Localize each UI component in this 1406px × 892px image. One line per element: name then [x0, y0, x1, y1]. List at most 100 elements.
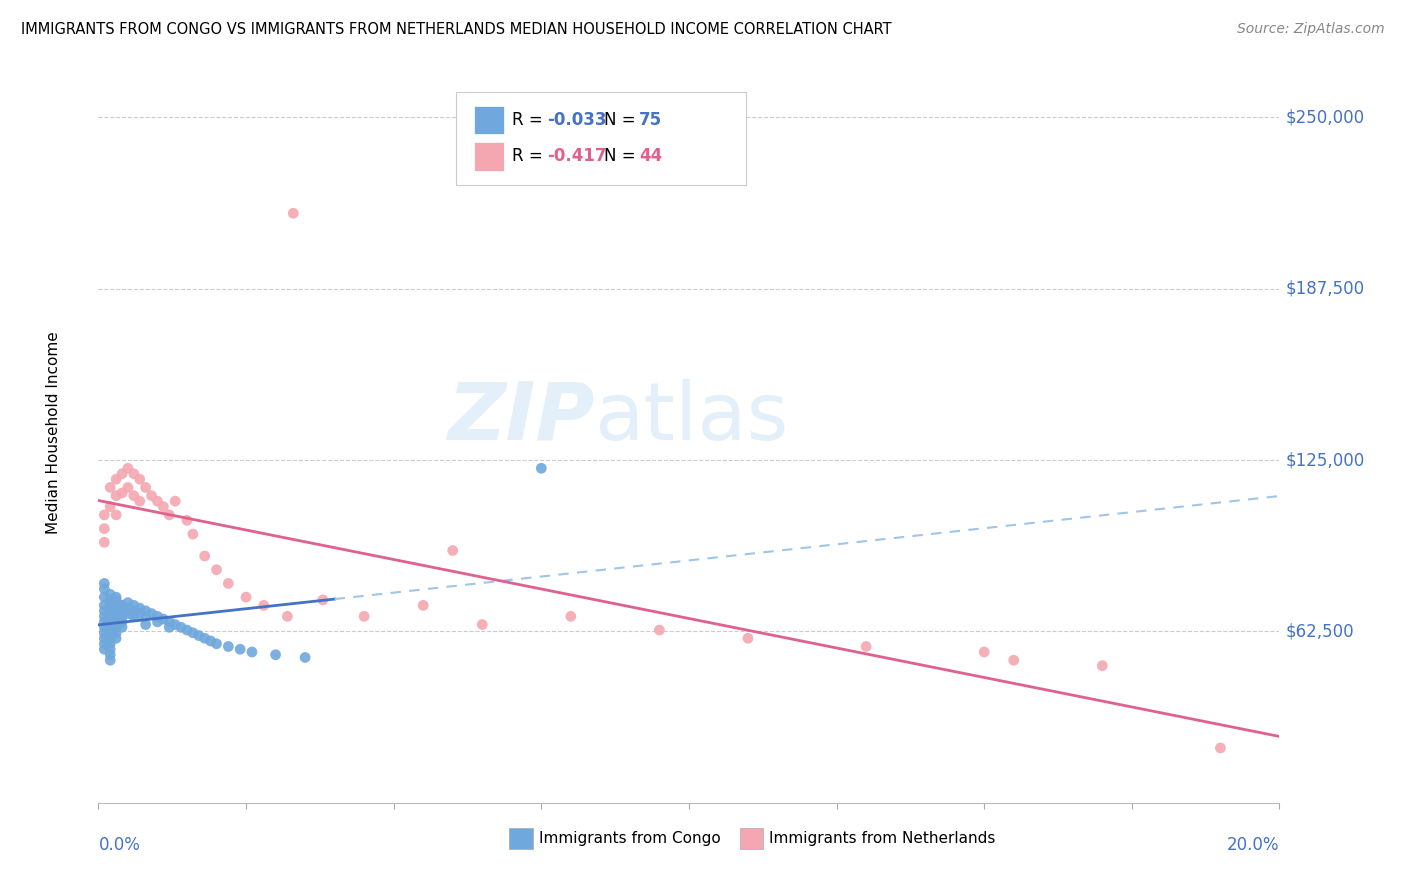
Point: [98, 604, 121, 618]
Point: [187, 628, 209, 642]
Point: [205, 563, 228, 577]
Point: [93, 609, 115, 624]
Point: [93, 625, 115, 640]
Point: [93, 582, 115, 596]
Point: [111, 620, 134, 634]
Text: $125,000: $125,000: [1285, 451, 1365, 469]
Point: [276, 609, 298, 624]
Point: [111, 599, 134, 613]
Point: [648, 623, 671, 637]
Point: [98, 615, 121, 629]
Point: [111, 467, 134, 481]
Point: [105, 599, 128, 613]
Point: [240, 645, 263, 659]
Point: [98, 599, 121, 613]
FancyBboxPatch shape: [474, 143, 503, 170]
Point: [1091, 658, 1114, 673]
Point: [98, 587, 121, 601]
Point: [560, 609, 582, 624]
Point: [264, 648, 287, 662]
Point: [105, 590, 128, 604]
Point: [294, 650, 316, 665]
Text: N =: N =: [605, 147, 641, 165]
Point: [135, 604, 157, 618]
Point: [93, 620, 115, 634]
Point: [141, 607, 163, 621]
Text: Immigrants from Congo: Immigrants from Congo: [538, 830, 721, 846]
Point: [105, 609, 128, 624]
Text: -0.417: -0.417: [547, 147, 607, 165]
Point: [98, 648, 121, 662]
Point: [93, 522, 115, 536]
Point: [122, 609, 145, 624]
Point: [98, 625, 121, 640]
Text: Immigrants from Netherlands: Immigrants from Netherlands: [769, 830, 995, 846]
Point: [117, 461, 139, 475]
Point: [105, 632, 128, 646]
Point: [111, 486, 134, 500]
Point: [128, 494, 150, 508]
Point: [111, 609, 134, 624]
Point: [105, 489, 128, 503]
Point: [181, 625, 204, 640]
Point: [157, 620, 180, 634]
Point: [111, 615, 134, 629]
Point: [1002, 653, 1025, 667]
Text: IMMIGRANTS FROM CONGO VS IMMIGRANTS FROM NETHERLANDS MEDIAN HOUSEHOLD INCOME COR: IMMIGRANTS FROM CONGO VS IMMIGRANTS FROM…: [21, 22, 891, 37]
Text: 20.0%: 20.0%: [1227, 836, 1279, 855]
Point: [152, 500, 174, 514]
Text: Source: ZipAtlas.com: Source: ZipAtlas.com: [1237, 22, 1385, 37]
Point: [176, 623, 198, 637]
Point: [122, 599, 145, 613]
Point: [855, 640, 877, 654]
Point: [93, 604, 115, 618]
Text: atlas: atlas: [595, 379, 789, 457]
Point: [105, 593, 128, 607]
Point: [176, 513, 198, 527]
FancyBboxPatch shape: [457, 92, 745, 185]
Text: ZIP: ZIP: [447, 379, 595, 457]
Text: R =: R =: [512, 112, 548, 129]
Text: 44: 44: [640, 147, 662, 165]
Point: [194, 632, 217, 646]
Point: [530, 461, 553, 475]
Point: [471, 617, 494, 632]
Point: [98, 593, 121, 607]
Point: [122, 604, 145, 618]
Point: [353, 609, 375, 624]
Point: [117, 596, 139, 610]
Point: [98, 500, 121, 514]
Point: [98, 593, 121, 607]
Point: [93, 576, 115, 591]
Point: [117, 604, 139, 618]
Point: [141, 489, 163, 503]
Point: [170, 620, 193, 634]
Point: [111, 599, 134, 613]
Point: [117, 480, 139, 494]
Text: $187,500: $187,500: [1285, 280, 1364, 298]
Point: [205, 637, 228, 651]
Point: [441, 543, 464, 558]
FancyBboxPatch shape: [509, 828, 533, 848]
FancyBboxPatch shape: [474, 106, 503, 135]
Point: [105, 620, 128, 634]
Point: [146, 615, 169, 629]
Point: [312, 593, 335, 607]
Point: [165, 494, 187, 508]
Point: [146, 609, 169, 624]
Point: [1209, 741, 1232, 756]
Point: [105, 615, 128, 629]
Point: [98, 620, 121, 634]
Point: [253, 599, 276, 613]
Point: [122, 489, 145, 503]
Point: [117, 607, 139, 621]
Point: [128, 472, 150, 486]
Point: [122, 467, 145, 481]
Point: [111, 604, 134, 618]
Text: N =: N =: [605, 112, 641, 129]
Point: [128, 607, 150, 621]
Point: [165, 617, 187, 632]
Point: [93, 590, 115, 604]
Text: $250,000: $250,000: [1285, 108, 1364, 127]
Point: [217, 640, 239, 654]
